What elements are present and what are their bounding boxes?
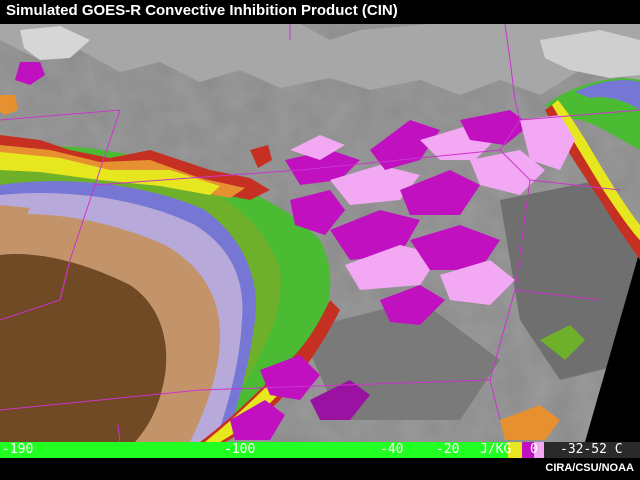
legend-color-gray — [544, 442, 640, 458]
legend-color-pink — [534, 442, 544, 458]
title-bar: Simulated GOES-R Convective Inhibition P… — [0, 0, 640, 24]
legend-tick-minus-100: -100 — [224, 442, 256, 457]
cloud-dark-east — [500, 180, 640, 380]
legend-units-label: J/KG — [480, 442, 512, 457]
cin-yellow-arc-ne — [552, 100, 640, 240]
no-data-wedge — [585, 250, 640, 442]
legend-tick-minus-40: -40 — [380, 442, 404, 457]
cloud-white-ne — [540, 30, 640, 78]
state-boundaries — [0, 23, 640, 443]
cin-magenta-bands — [0, 62, 585, 440]
legend-tick-minus-190: -190 — [2, 442, 34, 457]
cin-tan-nw-lobe — [0, 205, 30, 232]
legend-color-magenta — [522, 442, 534, 458]
cloud-white-nw — [20, 26, 90, 60]
legend-color-yellow — [508, 442, 522, 458]
product-title: Simulated GOES-R Convective Inhibition P… — [6, 2, 398, 19]
cloud-light-north — [0, 24, 640, 95]
color-legend-bar — [0, 442, 640, 458]
cin-yellow-fringe-nw — [0, 152, 220, 195]
footer-bar — [0, 458, 640, 480]
cin-brown-zone — [0, 254, 167, 442]
cin-blue-ne — [575, 80, 640, 110]
legend-tick-zero: 0 — [530, 442, 538, 457]
credit-label: CIRA/CSU/NOAA — [545, 462, 634, 474]
legend-tick-temperature: -32-52 C — [560, 442, 623, 457]
legend-tick-minus-20: -20 — [436, 442, 460, 457]
cin-red-fringe-south — [200, 300, 340, 442]
